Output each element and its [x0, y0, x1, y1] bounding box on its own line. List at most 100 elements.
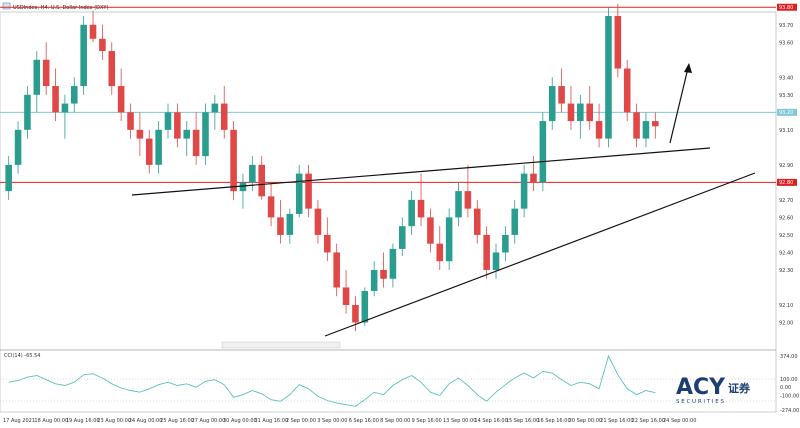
time-tick-label: 13 Sep 00:00: [443, 418, 476, 424]
candle-body: [314, 208, 322, 235]
candle-body: [295, 173, 303, 214]
price-tick-label: 93.10: [779, 128, 793, 134]
candle-body: [249, 164, 256, 183]
candle-body: [548, 86, 556, 122]
candle-body: [211, 103, 219, 113]
cci-tick-label: -100.00: [780, 394, 799, 400]
candle-body: [24, 94, 31, 130]
price-level-label: 93.80: [779, 5, 793, 11]
candle-body: [502, 234, 509, 253]
candle-body: [464, 191, 472, 209]
time-tick-label: 3 Sep 00:00: [317, 418, 347, 424]
candle-body: [605, 16, 612, 139]
candle-body: [380, 269, 387, 279]
candle-body: [370, 269, 378, 291]
candle-body: [473, 208, 481, 235]
candle-body: [399, 226, 406, 249]
time-tick-label: 17 Aug 2021: [3, 418, 35, 424]
cci-tick-label: -274.00: [780, 408, 799, 414]
chart-window-icon: [2, 2, 11, 10]
logo-text: ACY: [676, 375, 726, 400]
price-level-label: 92.80: [779, 180, 793, 186]
time-tick-label: 14 Sep 16:00: [474, 418, 507, 424]
candle-body: [511, 208, 519, 235]
price-tick-label: 93.70: [779, 23, 793, 29]
time-tick-label: 20 Sep 00:00: [569, 418, 602, 424]
time-tick-label: 2 Sep 00:00: [286, 418, 316, 424]
candle-body: [595, 121, 603, 139]
cci-axis[interactable]: 374.00 100.00 0.00 -100.00 -274.00: [780, 354, 799, 414]
candle-body: [652, 121, 659, 127]
period-markers: [221, 341, 341, 349]
cci-plot-area[interactable]: [0, 349, 777, 413]
price-level-tag: [777, 3, 797, 11]
price-tick-label: 93.30: [779, 93, 793, 99]
lower-trendline[interactable]: [324, 172, 756, 337]
candle-body: [427, 217, 434, 244]
cci-line: [8, 354, 656, 407]
time-tick-label: 31 Aug 16:00: [254, 418, 288, 424]
candle-body: [455, 191, 462, 218]
candle-body: [614, 16, 622, 69]
time-tick-label: 22 Sep 16:00: [632, 418, 665, 424]
logo-cn: 证券: [728, 381, 751, 395]
candle-body: [220, 103, 228, 130]
candle-body: [558, 86, 565, 104]
price-plot-area[interactable]: [0, 11, 777, 351]
title-bar: [0, 0, 776, 12]
time-tick-label: 18 Aug 00:00: [34, 418, 68, 424]
candle-body: [623, 68, 631, 113]
candle-body: [202, 112, 209, 157]
candle-body: [80, 24, 87, 87]
candle-body: [61, 103, 69, 113]
price-tick-label: 92.10: [779, 303, 793, 309]
candle-body: [342, 287, 350, 305]
candle-body: [539, 121, 547, 183]
time-tick-label: 15 Sep 16:00: [506, 418, 539, 424]
candle-body: [352, 304, 359, 323]
candle-body: [286, 213, 294, 235]
candle-body: [183, 129, 191, 139]
candle-body: [52, 86, 59, 113]
cci-tick-label: 374.00: [780, 354, 798, 360]
price-tick-label: 92.50: [779, 233, 793, 239]
candle-body: [642, 121, 650, 139]
candle-body: [99, 38, 106, 52]
time-tick-label: 25 Aug 16:00: [160, 418, 194, 424]
candle-body: [42, 59, 50, 87]
price-tick-label: 93.40: [779, 75, 793, 81]
time-tick-label: 23 Aug 00:00: [97, 418, 131, 424]
candle-body: [567, 103, 575, 122]
candle-body: [530, 173, 537, 183]
time-tick-label: 21 Sep 16:00: [600, 418, 633, 424]
cci-tick-label: 0.00: [780, 385, 791, 391]
candle-body: [417, 199, 425, 218]
price-tick-label: 92.00: [779, 320, 793, 326]
candle-body: [267, 196, 275, 218]
time-tick-label: 24 Aug 00:00: [129, 418, 163, 424]
candle-body: [389, 248, 397, 279]
candle-body: [277, 217, 284, 235]
candle-body: [520, 173, 528, 209]
candle-body: [5, 164, 12, 192]
candle-body: [230, 129, 237, 192]
time-tick-label: 19 Aug 16:00: [66, 418, 100, 424]
price-axis[interactable]: 93.70 93.60 93.40 93.30 93.20 93.10 92.90 92.70…: [779, 23, 793, 327]
candle-body: [33, 59, 41, 95]
price-level-label: 93.20: [779, 110, 793, 116]
candlestick-series: [5, 3, 659, 332]
candle-body: [164, 112, 172, 130]
logo-tagline: S E C U R I T I E S: [676, 399, 724, 405]
price-levels: 93.80 93.20 92.80: [0, 3, 797, 186]
upper-trendline[interactable]: [131, 147, 711, 196]
candle-body: [127, 112, 134, 130]
candle-body: [483, 234, 490, 270]
candle-body: [155, 129, 162, 165]
candle-body: [436, 243, 444, 262]
candle-body: [117, 86, 125, 113]
candle-body: [258, 164, 265, 197]
candle-body: [492, 252, 500, 270]
projection-arrow[interactable]: [669, 67, 689, 144]
